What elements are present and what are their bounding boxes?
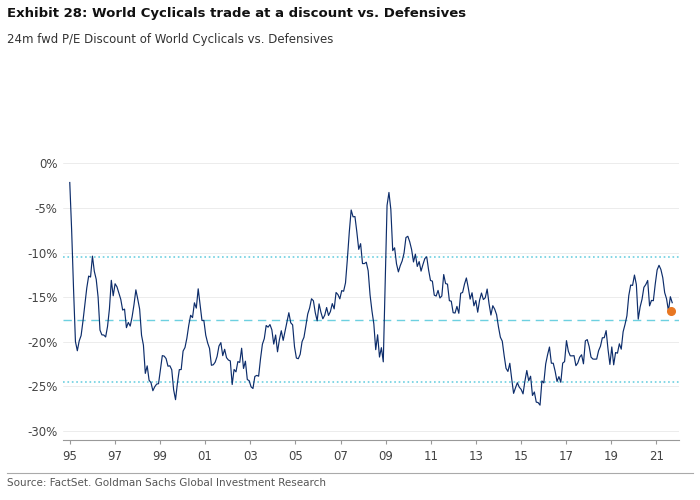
Text: Exhibit 28: World Cyclicals trade at a discount vs. Defensives: Exhibit 28: World Cyclicals trade at a d… xyxy=(7,8,466,20)
Text: 24m fwd P/E Discount of World Cyclicals vs. Defensives: 24m fwd P/E Discount of World Cyclicals … xyxy=(7,32,333,46)
Text: Source: FactSet. Goldman Sachs Global Investment Research: Source: FactSet. Goldman Sachs Global In… xyxy=(7,478,326,488)
